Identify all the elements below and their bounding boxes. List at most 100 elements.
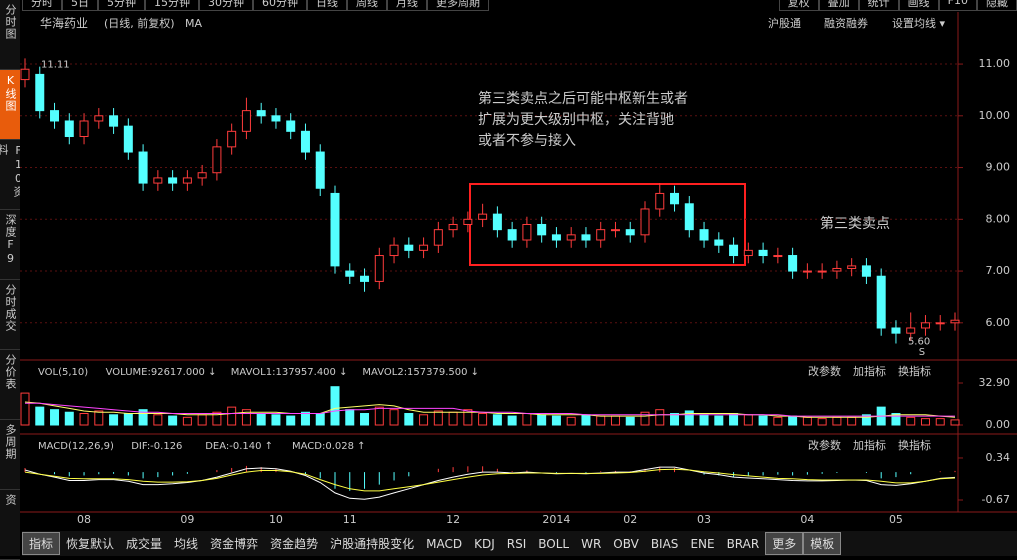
candle-body xyxy=(227,130,237,148)
candle-body xyxy=(847,265,857,269)
tool-button[interactable]: 统计 xyxy=(858,0,899,11)
candle-body xyxy=(153,177,163,184)
pane-button[interactable]: 改参数 xyxy=(808,438,841,452)
volume-bar xyxy=(109,414,119,426)
bottom-tab[interactable]: 沪股通持股变化 xyxy=(330,537,415,551)
stock-name: 华海药业 xyxy=(40,16,88,31)
tool-button[interactable]: 日线 xyxy=(307,0,347,11)
x-tick-label: 11 xyxy=(343,513,357,526)
candle-body xyxy=(374,255,384,282)
bottom-tab[interactable]: 资金趋势 xyxy=(270,537,319,551)
side-tab[interactable]: K线图 xyxy=(0,70,20,140)
legend-item: VOLUME:92617.000 ↓ xyxy=(106,367,217,378)
bottom-tab[interactable]: WR xyxy=(581,536,602,551)
candle-body xyxy=(729,244,739,257)
tool-button[interactable]: 隐藏 xyxy=(977,0,1017,11)
y-tick-label: 0.00 xyxy=(986,418,1011,431)
volume-bar xyxy=(847,416,857,426)
volume-bar xyxy=(35,406,45,426)
candle-body xyxy=(935,322,945,325)
volume-bar xyxy=(581,414,591,426)
volume-bar xyxy=(182,416,192,426)
candle-body xyxy=(109,115,119,127)
pane-button[interactable]: 加指标 xyxy=(853,438,886,452)
tool-button[interactable]: 5日 xyxy=(62,0,98,11)
tool-button[interactable]: 月线 xyxy=(387,0,427,11)
side-tab[interactable]: 分价表 xyxy=(0,350,20,420)
side-tab[interactable]: 多周期 xyxy=(0,420,20,490)
volume-bar xyxy=(94,410,104,426)
x-tick-label: 03 xyxy=(697,513,711,526)
bottom-tab[interactable]: BIAS xyxy=(650,536,679,551)
volume-bar xyxy=(906,416,916,426)
y-tick-label: 8.00 xyxy=(986,212,1011,225)
tool-button[interactable]: 分时 xyxy=(22,0,62,11)
bottom-tab[interactable]: 成交量 xyxy=(126,537,163,551)
side-tab[interactable]: 资 xyxy=(0,490,20,560)
bottom-tab[interactable]: RSI xyxy=(506,536,527,551)
candle-body xyxy=(566,234,576,241)
tool-button[interactable]: 15分钟 xyxy=(145,0,199,11)
pane-button[interactable]: 加指标 xyxy=(853,364,886,378)
bottom-tab[interactable]: 更多 xyxy=(765,532,804,555)
volume-bar xyxy=(684,410,694,426)
volume-bar xyxy=(197,414,207,426)
volume-bar xyxy=(537,414,547,426)
volume-bar xyxy=(507,415,517,426)
tool-button[interactable]: 5分钟 xyxy=(98,0,145,11)
header-link[interactable]: 融资融券 xyxy=(824,16,868,30)
x-tick-label: 12 xyxy=(446,513,460,526)
tool-button[interactable]: 30分钟 xyxy=(199,0,253,11)
tool-button[interactable]: 画线 xyxy=(898,0,939,11)
annotation: 第三类卖点 xyxy=(820,215,890,232)
spacer xyxy=(489,0,779,9)
bottom-tab[interactable]: 均线 xyxy=(174,537,199,551)
annotation: 或者不参与接入 xyxy=(478,132,576,149)
volume-bar xyxy=(788,415,798,426)
pane-button[interactable]: 换指标 xyxy=(898,438,931,452)
candle-body xyxy=(655,192,665,210)
tool-button[interactable]: 复权 xyxy=(778,0,819,11)
tool-button[interactable]: 60分钟 xyxy=(253,0,307,11)
volume-bar xyxy=(950,419,960,426)
pane-button[interactable]: 换指标 xyxy=(898,364,931,378)
candle-body xyxy=(168,177,178,184)
volume-bar xyxy=(345,409,355,426)
side-tab[interactable]: 分时成交 xyxy=(0,280,20,350)
candle-body xyxy=(286,120,296,132)
tool-button[interactable]: 周线 xyxy=(347,0,387,11)
tool-button[interactable]: F10 xyxy=(938,0,977,11)
candle-body xyxy=(138,151,148,184)
volume-bar xyxy=(212,411,222,426)
header-link[interactable]: 沪股通 xyxy=(768,16,801,30)
candle-body xyxy=(345,270,355,277)
bottom-tab[interactable]: BRAR xyxy=(726,536,760,551)
side-tab[interactable]: 分时图 xyxy=(0,0,20,70)
volume-bar xyxy=(478,413,488,426)
bottom-tab[interactable]: MACD xyxy=(426,536,463,551)
bottom-tab[interactable]: 模板 xyxy=(803,532,842,555)
pane-button[interactable]: 改参数 xyxy=(808,364,841,378)
tool-button[interactable]: 叠加 xyxy=(818,0,859,11)
bottom-tab[interactable]: 资金博弈 xyxy=(210,537,259,551)
header-link[interactable]: 设置均线 ▾ xyxy=(892,16,945,30)
volume-bar xyxy=(670,413,680,426)
bottom-tab[interactable]: KDJ xyxy=(474,536,495,551)
candle-body xyxy=(360,275,370,282)
annotation: 第三类卖点之后可能中枢新生或者 xyxy=(478,90,688,107)
candle-body xyxy=(610,229,620,232)
bottom-tab[interactable]: 指标 xyxy=(22,532,61,555)
candle-body xyxy=(773,255,783,258)
bottom-tab[interactable]: BOLL xyxy=(538,536,570,551)
side-tab[interactable]: 深度F9 xyxy=(0,210,20,280)
candle-body xyxy=(758,249,768,257)
volume-bar xyxy=(374,406,384,426)
bottom-tab[interactable]: 恢复默认 xyxy=(66,537,115,551)
candle-body xyxy=(670,192,680,205)
side-tab[interactable]: F10资料 xyxy=(0,140,25,210)
bottom-tab[interactable]: ENE xyxy=(690,536,715,551)
candle-body xyxy=(197,172,207,179)
candle-body xyxy=(581,234,591,241)
tool-button[interactable]: 更多周期 xyxy=(427,0,489,11)
bottom-tab[interactable]: OBV xyxy=(613,536,639,551)
